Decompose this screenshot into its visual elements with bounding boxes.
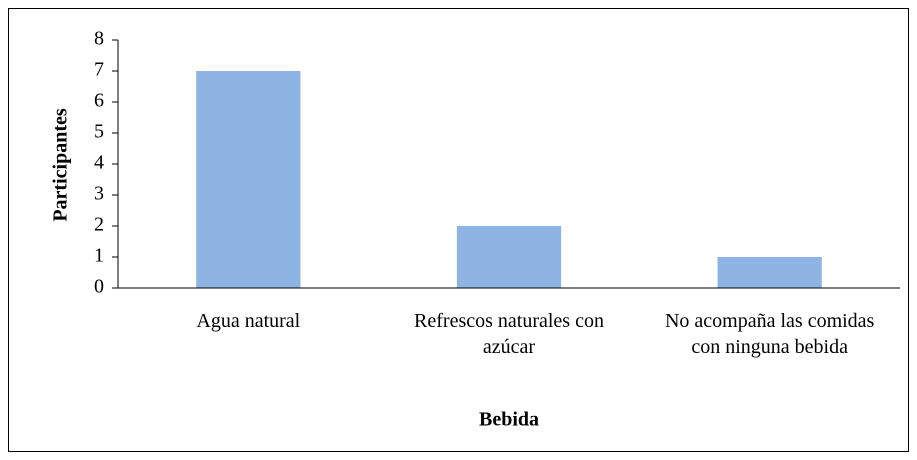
y-tick-label: 8: [94, 28, 104, 50]
y-tick-label: 6: [94, 90, 104, 112]
x-tick-label-box: Agua natural: [196, 310, 301, 332]
bar: [717, 257, 822, 288]
y-tick-label: 3: [94, 183, 104, 205]
x-tick-label-box: No acompaña las comidas con ninguna bebi…: [664, 310, 875, 358]
y-tick-label: 7: [94, 59, 104, 81]
y-axis-label: Participantes: [50, 108, 72, 222]
bar: [196, 71, 301, 288]
y-tick-label: 1: [94, 245, 104, 267]
x-tick-label: No acompaña las comidas con ninguna bebi…: [664, 310, 875, 358]
x-tick-label-box: Refrescos naturales con azúcar: [414, 310, 604, 358]
y-tick-label: 5: [94, 121, 104, 143]
x-axis-label: Bebida: [479, 409, 539, 431]
bar: [456, 226, 562, 288]
x-tick-label: Agua natural: [196, 310, 301, 332]
x-tick-label: Refrescos naturales con azúcar: [414, 310, 604, 358]
y-tick-label: 0: [94, 276, 104, 298]
y-tick-label: 4: [94, 152, 104, 174]
y-tick-label: 2: [94, 214, 104, 236]
